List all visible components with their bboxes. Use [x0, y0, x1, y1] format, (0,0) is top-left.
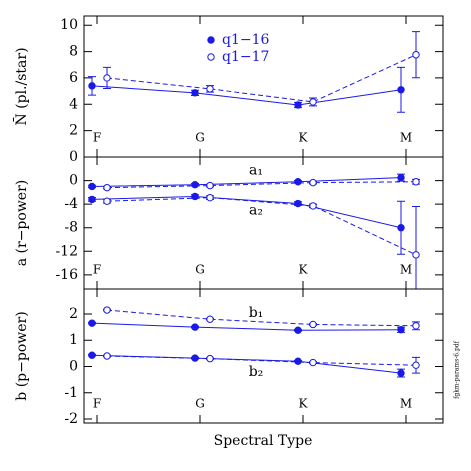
y-tick-label: -12 [55, 243, 78, 259]
curve-label: b₂ [249, 364, 264, 380]
series-line [91, 177, 402, 187]
y-tick-label: 0 [69, 359, 78, 375]
x-tick-label: G [195, 397, 205, 411]
y-tick-label: 0 [69, 149, 78, 165]
y-tick-label: -16 [55, 267, 78, 283]
data-point [294, 199, 302, 208]
series-line [106, 54, 417, 103]
data-point [397, 173, 405, 182]
data-point [412, 51, 420, 59]
data-point [191, 192, 199, 201]
y-tick-label: 6 [69, 70, 78, 86]
y-tick-label: 2 [69, 123, 78, 139]
data-point [103, 352, 111, 360]
y-tick-label: -8 [64, 220, 78, 236]
panel-frame [83, 156, 444, 290]
data-point [294, 357, 302, 365]
series-line [91, 195, 402, 229]
data-point [294, 178, 302, 186]
data-point [88, 195, 96, 204]
data-point [206, 354, 214, 363]
data-point [309, 178, 317, 187]
data-point [397, 86, 405, 94]
y-tick-label: 4 [69, 96, 78, 112]
data-point [294, 101, 302, 109]
data-point [206, 315, 214, 323]
data-point [412, 178, 420, 186]
x-tick-label: G [195, 263, 205, 277]
curve-label: a₁ [249, 163, 263, 179]
data-point [88, 182, 96, 191]
x-tick-label: K [299, 263, 309, 277]
data-point [397, 326, 405, 334]
y-tick-label: 10 [60, 17, 78, 33]
data-point [309, 202, 317, 210]
data-point [191, 180, 199, 189]
data-point [103, 197, 111, 205]
file-note: fgkm-params-6.pdf [454, 340, 461, 398]
y-tick-label: -4 [64, 196, 78, 212]
data-point [88, 351, 96, 359]
x-tick-label: F [93, 263, 101, 277]
x-tick-label: F [93, 131, 101, 145]
y-tick-label: 2 [69, 306, 78, 322]
data-point [309, 320, 317, 329]
data-point [309, 98, 317, 106]
x-tick-label: K [299, 131, 309, 145]
series-line [106, 309, 417, 327]
series-line [106, 197, 417, 256]
data-point [397, 224, 405, 232]
data-point [191, 323, 199, 331]
y-tick-label: 0 [69, 173, 78, 189]
legend-label: q1−17 [222, 49, 269, 65]
legend-marker [207, 53, 215, 61]
series-line [91, 322, 402, 331]
data-point [103, 183, 111, 192]
data-point [412, 322, 420, 330]
series-line [91, 85, 402, 106]
legend-label: q1−16 [222, 32, 270, 48]
curve-label: b₁ [249, 305, 264, 321]
data-point [294, 326, 302, 334]
panel-frame [83, 288, 444, 424]
y-tick-label: -2 [64, 411, 78, 427]
legend-marker [207, 36, 215, 44]
y-tick-label: -1 [64, 385, 78, 401]
x-tick-label: K [299, 397, 309, 411]
y-axis-label: a (r−power) [14, 180, 30, 267]
curve-label: a₂ [249, 202, 263, 218]
data-point [309, 358, 317, 367]
data-point [191, 89, 199, 97]
x-tick-label: F [93, 397, 101, 411]
series-line [106, 355, 417, 366]
data-point [412, 361, 420, 369]
data-point [206, 85, 214, 93]
data-point [103, 74, 111, 82]
x-tick-label: M [400, 397, 412, 411]
y-tick-label: 8 [69, 44, 78, 60]
y-tick-label: 1 [69, 332, 78, 348]
error-bar [412, 206, 420, 289]
data-point [412, 251, 420, 259]
x-tick-label: M [400, 263, 412, 277]
x-tick-label: G [195, 131, 205, 145]
data-point [397, 369, 405, 377]
data-point [88, 319, 96, 327]
data-point [88, 82, 96, 90]
data-point [103, 306, 111, 314]
y-axis-label: b (p−power) [14, 311, 30, 400]
series-line [91, 354, 402, 374]
x-tick-label: M [400, 131, 412, 145]
data-point [206, 193, 214, 202]
y-axis-label: N̄ (pl./star) [12, 47, 30, 125]
series-line [106, 181, 417, 189]
x-axis-label: Spectral Type [214, 433, 313, 449]
data-point [206, 181, 214, 190]
